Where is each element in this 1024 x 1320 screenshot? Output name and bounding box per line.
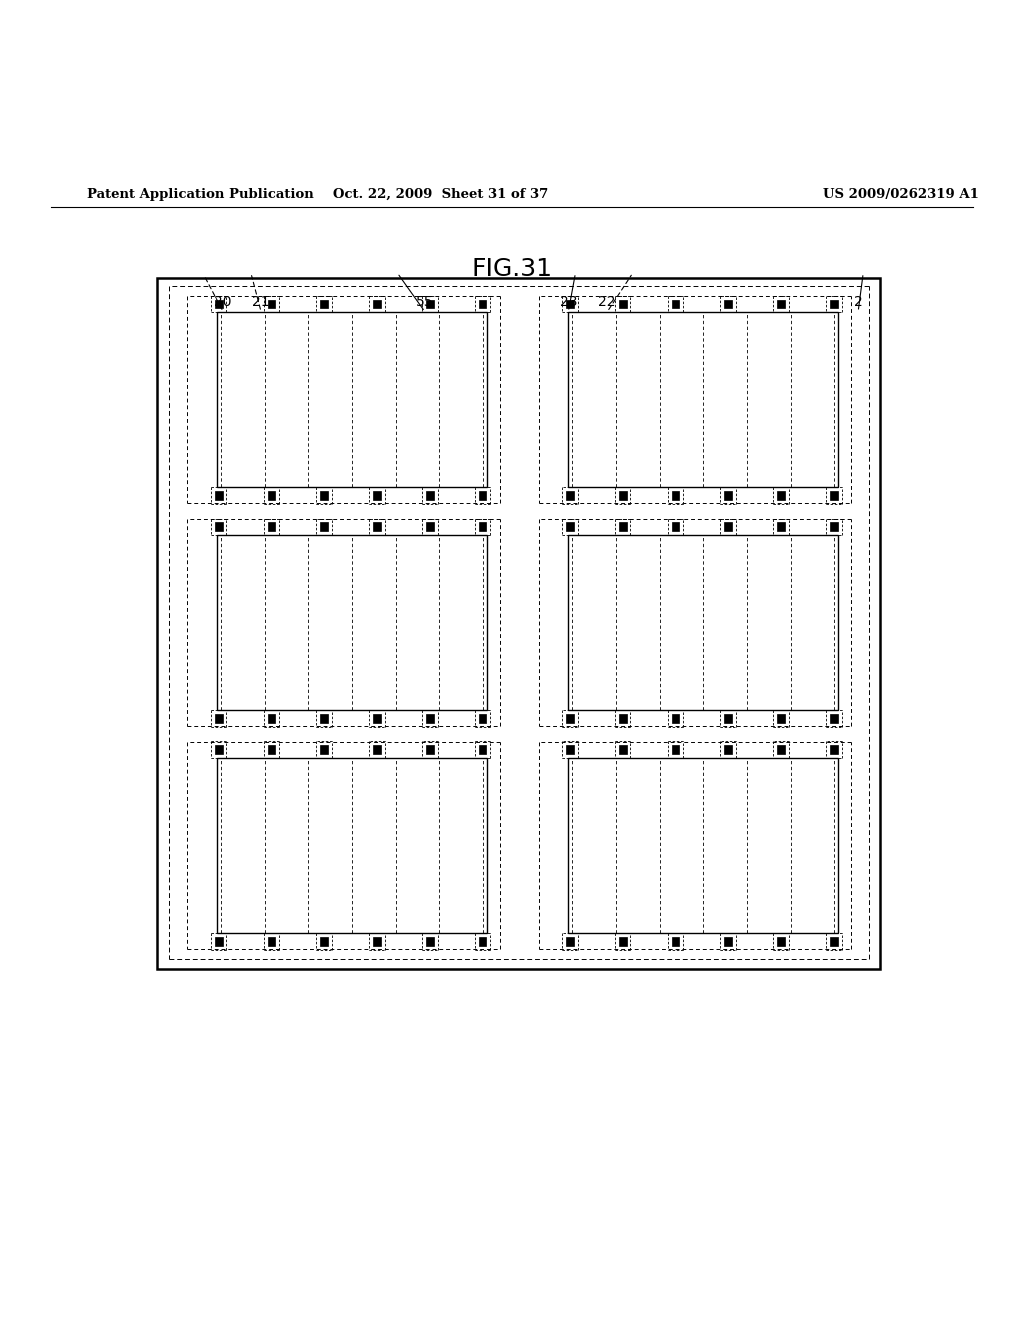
- Text: 20: 20: [214, 294, 232, 309]
- Bar: [724, 491, 732, 500]
- Bar: [217, 535, 487, 710]
- Bar: [373, 523, 381, 531]
- Bar: [426, 746, 433, 754]
- Bar: [267, 714, 275, 723]
- Bar: [217, 312, 487, 487]
- Bar: [829, 714, 838, 723]
- Bar: [426, 937, 433, 945]
- Bar: [672, 491, 679, 500]
- Bar: [777, 937, 784, 945]
- Text: Oct. 22, 2009  Sheet 31 of 37: Oct. 22, 2009 Sheet 31 of 37: [333, 187, 548, 201]
- Bar: [777, 714, 784, 723]
- Bar: [777, 746, 784, 754]
- Bar: [724, 937, 732, 945]
- Bar: [618, 523, 627, 531]
- Bar: [215, 300, 222, 309]
- Bar: [724, 746, 732, 754]
- Text: 55: 55: [416, 294, 434, 309]
- Bar: [478, 300, 486, 309]
- Bar: [829, 300, 838, 309]
- Bar: [672, 714, 679, 723]
- Bar: [478, 523, 486, 531]
- Bar: [373, 714, 381, 723]
- Bar: [672, 746, 679, 754]
- Bar: [566, 714, 573, 723]
- Text: FIG.31: FIG.31: [471, 257, 553, 281]
- Bar: [267, 300, 275, 309]
- Bar: [267, 937, 275, 945]
- Bar: [568, 758, 839, 933]
- Bar: [829, 491, 838, 500]
- Bar: [724, 523, 732, 531]
- Bar: [829, 937, 838, 945]
- Text: 2: 2: [854, 294, 862, 309]
- Bar: [672, 523, 679, 531]
- Bar: [217, 758, 487, 933]
- Bar: [478, 491, 486, 500]
- Bar: [618, 937, 627, 945]
- Bar: [321, 523, 328, 531]
- Bar: [215, 523, 222, 531]
- Bar: [478, 746, 486, 754]
- Bar: [157, 279, 880, 969]
- Bar: [321, 937, 328, 945]
- Bar: [478, 714, 486, 723]
- Bar: [478, 937, 486, 945]
- Bar: [215, 746, 222, 754]
- Bar: [777, 300, 784, 309]
- Bar: [373, 746, 381, 754]
- Text: 22: 22: [598, 294, 616, 309]
- Bar: [618, 714, 627, 723]
- Bar: [618, 746, 627, 754]
- Text: Patent Application Publication: Patent Application Publication: [87, 187, 313, 201]
- Bar: [566, 300, 573, 309]
- Bar: [373, 491, 381, 500]
- Bar: [568, 535, 839, 710]
- Bar: [321, 714, 328, 723]
- Bar: [321, 300, 328, 309]
- Bar: [566, 491, 573, 500]
- Bar: [777, 523, 784, 531]
- Bar: [426, 491, 433, 500]
- Bar: [566, 746, 573, 754]
- Bar: [373, 300, 381, 309]
- Bar: [829, 523, 838, 531]
- Bar: [672, 300, 679, 309]
- Bar: [321, 491, 328, 500]
- Bar: [777, 491, 784, 500]
- Bar: [426, 523, 433, 531]
- Bar: [618, 491, 627, 500]
- Bar: [215, 491, 222, 500]
- Bar: [426, 714, 433, 723]
- Bar: [568, 312, 839, 487]
- Bar: [267, 523, 275, 531]
- Text: 21: 21: [252, 294, 270, 309]
- Bar: [724, 300, 732, 309]
- Bar: [373, 937, 381, 945]
- Text: 23: 23: [559, 294, 578, 309]
- Bar: [215, 937, 222, 945]
- Bar: [566, 523, 573, 531]
- Bar: [618, 300, 627, 309]
- Bar: [267, 491, 275, 500]
- Bar: [215, 714, 222, 723]
- Bar: [724, 714, 732, 723]
- Text: US 2009/0262319 A1: US 2009/0262319 A1: [823, 187, 979, 201]
- Bar: [566, 937, 573, 945]
- Bar: [426, 300, 433, 309]
- Bar: [829, 746, 838, 754]
- Bar: [321, 746, 328, 754]
- Bar: [267, 746, 275, 754]
- Bar: [672, 937, 679, 945]
